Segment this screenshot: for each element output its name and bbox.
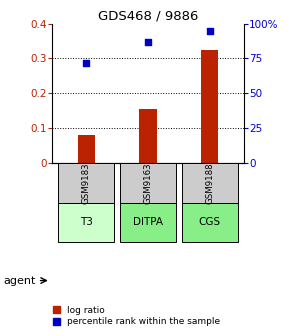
- Bar: [58, 203, 114, 242]
- Text: GSM9163: GSM9163: [143, 162, 153, 204]
- Bar: [201, 50, 218, 163]
- Text: T3: T3: [80, 217, 93, 227]
- Point: [84, 60, 88, 65]
- Bar: [120, 203, 176, 242]
- Bar: [139, 109, 157, 163]
- Bar: [77, 135, 95, 163]
- Point: [146, 39, 150, 44]
- Bar: [182, 163, 238, 203]
- Bar: [120, 163, 176, 203]
- Text: DITPA: DITPA: [133, 217, 163, 227]
- Text: CGS: CGS: [199, 217, 221, 227]
- Bar: [58, 163, 114, 203]
- Text: GSM9183: GSM9183: [82, 162, 91, 204]
- Point: [207, 28, 212, 33]
- Bar: [182, 203, 238, 242]
- Text: agent: agent: [3, 276, 35, 286]
- Legend: log ratio, percentile rank within the sample: log ratio, percentile rank within the sa…: [51, 304, 222, 328]
- Title: GDS468 / 9886: GDS468 / 9886: [98, 9, 198, 23]
- Text: GSM9188: GSM9188: [205, 162, 214, 204]
